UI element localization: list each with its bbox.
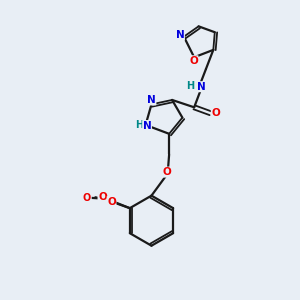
Text: N: N (196, 82, 205, 92)
Text: N: N (143, 121, 152, 130)
Text: O: O (107, 197, 116, 207)
Text: N: N (147, 95, 156, 105)
Text: N: N (176, 30, 184, 40)
Text: O: O (211, 108, 220, 118)
Text: O: O (83, 193, 91, 203)
Text: H: H (186, 81, 194, 91)
Text: O: O (189, 56, 198, 66)
Text: O: O (98, 192, 107, 202)
Text: H: H (135, 120, 143, 130)
Text: O: O (163, 167, 172, 177)
